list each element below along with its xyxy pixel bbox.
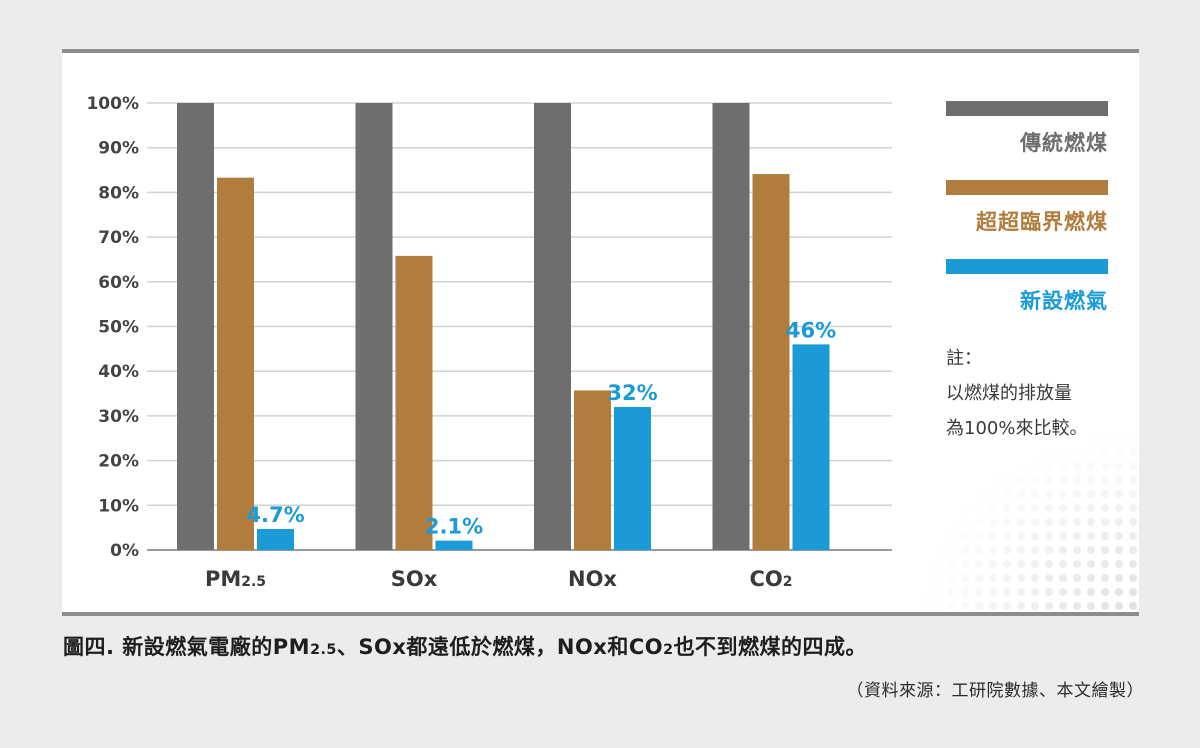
x-category-label: PM2.5 [205,567,266,591]
x-category-label: CO2 [749,567,792,591]
bar [177,103,214,550]
bar [257,528,294,550]
x-category-label: NOx [568,567,617,591]
bar [355,103,393,550]
bottom-rule [62,612,1139,616]
chart-panel: 0% 10% 20% 30% 40% 50% 60% 70% 80% 90% 100% 4.7% 2.1… [62,53,1139,612]
bar [614,406,651,550]
caption-subscript: 2 [663,642,674,658]
note-line: 註： [946,348,982,369]
y-tick-label: 0% [110,541,139,561]
y-tick-label: 30% [98,407,139,427]
legend-swatch [946,101,1108,116]
bar [395,255,433,550]
chart-svg: 0% 10% 20% 30% 40% 50% 60% 70% 80% 90% 100% 4.7% 2.1… [86,94,1139,612]
legend-swatch [946,259,1108,274]
caption-text: 圖四. 新設燃氣電廠的PM [63,635,311,659]
legend-label: 新設燃氣 [1020,289,1108,313]
bar [712,103,750,550]
source-credit: （資料來源：工研院數據、本文繪製） [846,681,1144,701]
data-label: 4.7% [246,503,304,527]
note-line: 為100%來比較。 [946,418,1088,439]
data-label: 32% [607,381,657,405]
y-tick-label: 60% [98,273,139,293]
y-tick-label: 40% [98,362,139,382]
x-category-label: SOx [391,567,438,591]
legend-label: 傳統燃煤 [1020,131,1108,155]
dot-texture [922,433,1139,612]
bar [574,390,611,550]
caption-text: 、SOx都遠低於燃煤，NOx和CO [336,635,664,659]
bar [752,174,790,550]
data-label: 46% [786,318,836,342]
y-tick-label: 50% [98,318,139,338]
caption-text: 也不到燃煤的四成。 [673,635,868,659]
bar [534,103,571,550]
chart-note: 註： 以燃煤的排放量 為100%來比較。 [946,341,1087,446]
y-tick-label: 20% [98,452,139,472]
note-line: 以燃煤的排放量 [946,383,1072,404]
y-tick-label: 70% [98,228,139,248]
legend-swatch [946,180,1108,195]
y-tick-label: 80% [98,183,139,203]
data-label: 2.1% [425,515,483,539]
legend-label: 超超臨界燃煤 [976,210,1108,234]
y-tick-label: 10% [98,496,139,516]
y-tick-label: 100% [86,94,139,114]
top-rule [62,49,1139,53]
y-tick-label: 90% [98,139,139,159]
figure-caption: 圖四. 新設燃氣電廠的PM2.5、SOx都遠低於燃煤，NOx和CO2也不到燃煤的… [63,631,867,661]
caption-subscript: 2.5 [310,642,337,658]
bar [435,540,473,550]
bar [217,177,254,551]
bar [792,344,830,550]
